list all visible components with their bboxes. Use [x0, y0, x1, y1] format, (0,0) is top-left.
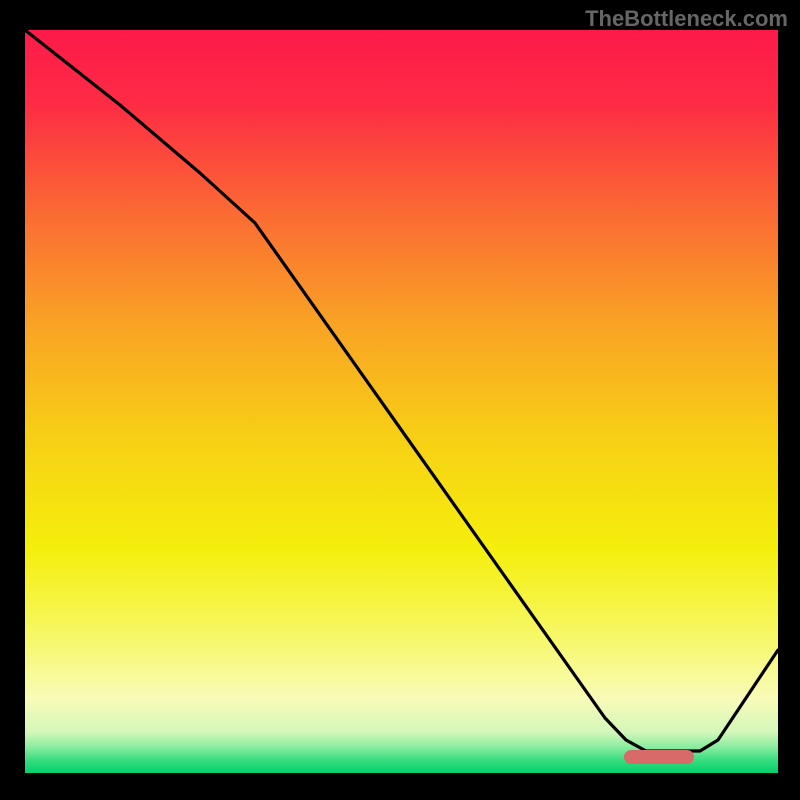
bottleneck-chart — [0, 0, 800, 800]
bottleneck-marker — [624, 750, 694, 764]
plot-background — [25, 30, 778, 773]
watermark-text: TheBottleneck.com — [585, 6, 788, 32]
chart-container: TheBottleneck.com — [0, 0, 800, 800]
